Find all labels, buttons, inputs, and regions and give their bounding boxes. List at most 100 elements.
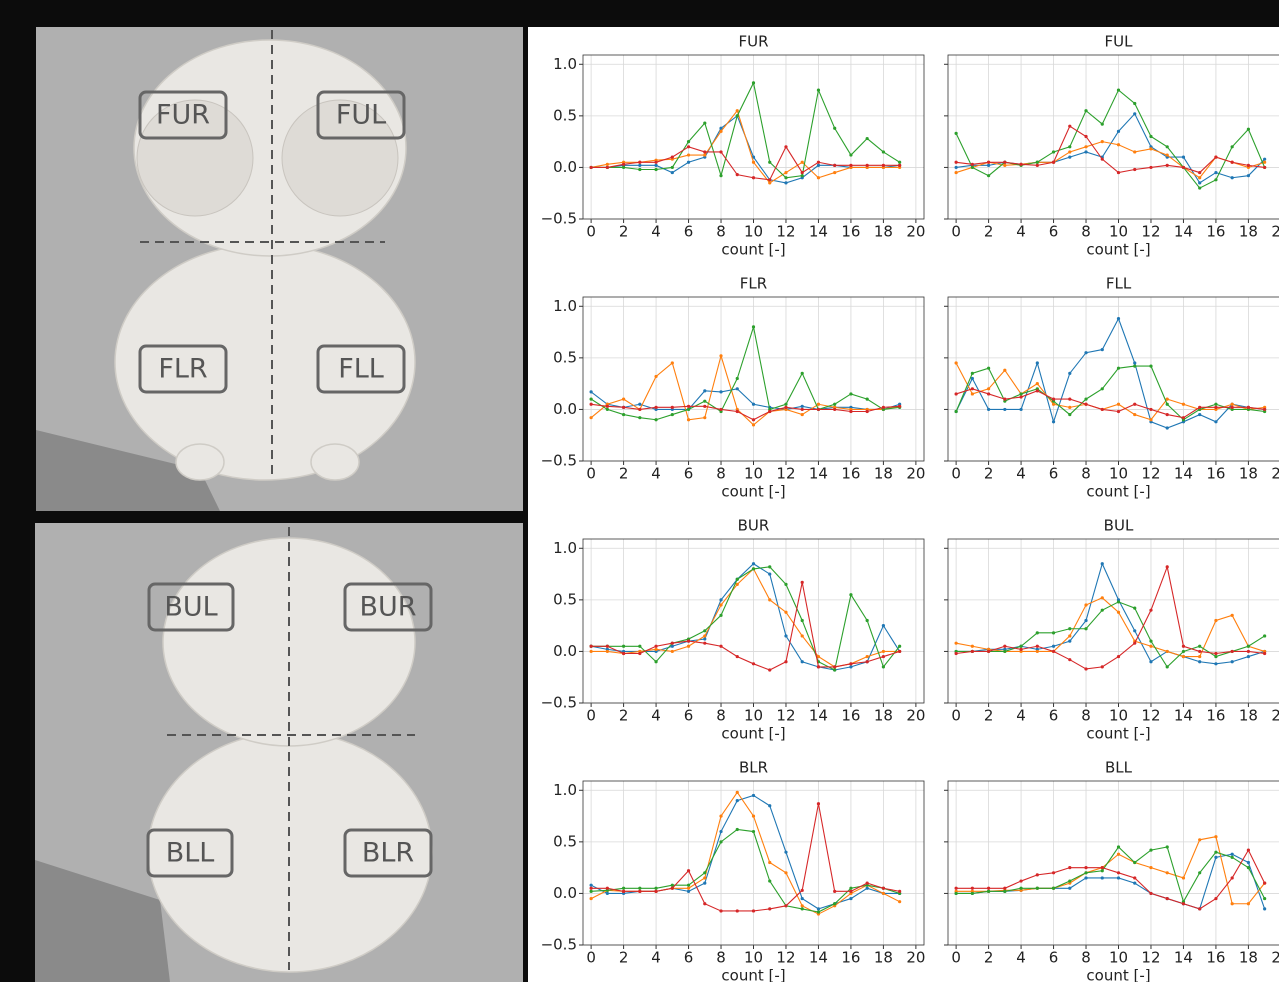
y-tick-label: 0.5 [553, 590, 577, 608]
y-tick-label: 0.5 [553, 106, 577, 124]
x-tick-label: 10 [1109, 707, 1128, 725]
x-tick-label: 20 [1271, 223, 1279, 241]
x-axis-label: count [-] [1086, 483, 1150, 501]
x-tick-label: 18 [1239, 707, 1258, 725]
y-tick-label: −0.5 [541, 452, 577, 470]
x-tick-label: 10 [744, 707, 763, 725]
x-tick-label: 0 [586, 465, 596, 483]
y-tick-label: −0.5 [541, 694, 577, 712]
page: FUR FUL FLR FLL BUL BUR BLL BLR 0 2 4 6 8 10 1… [0, 0, 1279, 982]
x-tick-label: 2 [984, 949, 994, 967]
x-axis-label: count [-] [1086, 967, 1150, 982]
x-tick-label: 10 [744, 949, 763, 967]
figure: FUR FUL FLR FLL BUL BUR BLL BLR 0 2 4 6 8 10 1… [0, 0, 1279, 982]
x-tick-label: 12 [1141, 707, 1160, 725]
x-tick-label: 12 [1141, 465, 1160, 483]
region-label: FUL [336, 100, 386, 131]
x-tick-label: 16 [1206, 465, 1225, 483]
region-label: FLL [338, 354, 384, 385]
x-tick-label: 2 [984, 465, 994, 483]
plot-area [948, 539, 1279, 703]
x-tick-label: 20 [1271, 949, 1279, 967]
x-tick-label: 2 [619, 949, 629, 967]
x-tick-label: 2 [619, 223, 629, 241]
y-tick-label: 1.0 [553, 539, 577, 557]
x-tick-label: 10 [744, 465, 763, 483]
chart-title: FLR [740, 275, 767, 293]
x-tick-label: 2 [619, 465, 629, 483]
x-tick-label: 14 [1174, 465, 1193, 483]
y-tick-label: 0.0 [553, 884, 577, 902]
x-axis-label: count [-] [721, 483, 785, 501]
x-tick-label: 16 [1206, 949, 1225, 967]
x-tick-label: 20 [906, 949, 925, 967]
x-tick-label: 8 [1081, 465, 1091, 483]
x-tick-label: 12 [776, 707, 795, 725]
x-axis-label: count [-] [721, 725, 785, 743]
x-tick-label: 8 [1081, 707, 1091, 725]
x-tick-label: 8 [1081, 223, 1091, 241]
x-tick-label: 16 [841, 223, 860, 241]
x-tick-label: 6 [684, 949, 694, 967]
x-tick-label: 4 [1016, 949, 1026, 967]
x-tick-label: 18 [1239, 949, 1258, 967]
x-tick-label: 18 [874, 949, 893, 967]
y-tick-label: 1.0 [553, 55, 577, 73]
x-tick-label: 0 [951, 465, 961, 483]
x-tick-label: 8 [716, 465, 726, 483]
x-tick-label: 0 [586, 949, 596, 967]
x-tick-label: 6 [1049, 465, 1059, 483]
y-tick-label: 0.0 [553, 400, 577, 418]
x-tick-label: 16 [841, 465, 860, 483]
y-tick-label: 0.5 [553, 832, 577, 850]
x-tick-label: 14 [1174, 223, 1193, 241]
front-view: FUR FUL FLR FLL [36, 27, 523, 511]
owl-foot [176, 444, 224, 480]
y-tick-label: −0.5 [541, 210, 577, 228]
x-tick-label: 2 [984, 223, 994, 241]
x-tick-label: 20 [906, 223, 925, 241]
region-label: BLL [166, 838, 215, 869]
x-tick-label: 12 [1141, 949, 1160, 967]
x-tick-label: 4 [651, 949, 661, 967]
x-tick-label: 10 [1109, 465, 1128, 483]
chart-title: FLL [1106, 275, 1132, 293]
x-tick-label: 20 [1271, 465, 1279, 483]
x-tick-label: 12 [776, 465, 795, 483]
x-tick-label: 4 [651, 223, 661, 241]
chart-title: FUL [1105, 33, 1134, 51]
x-tick-label: 0 [586, 707, 596, 725]
x-tick-label: 20 [1271, 707, 1279, 725]
x-tick-label: 18 [874, 707, 893, 725]
region-label: FLR [158, 354, 207, 385]
x-tick-label: 8 [716, 707, 726, 725]
x-tick-label: 14 [1174, 707, 1193, 725]
x-tick-label: 6 [684, 223, 694, 241]
owl-foot [311, 444, 359, 480]
x-tick-label: 8 [716, 949, 726, 967]
x-tick-label: 0 [586, 223, 596, 241]
x-tick-label: 14 [809, 707, 828, 725]
x-tick-label: 16 [841, 949, 860, 967]
x-tick-label: 2 [619, 707, 629, 725]
x-tick-label: 6 [1049, 223, 1059, 241]
x-axis-label: count [-] [721, 967, 785, 982]
x-tick-label: 14 [809, 465, 828, 483]
region-label: BLR [362, 838, 414, 869]
x-tick-label: 0 [951, 707, 961, 725]
y-tick-label: 1.0 [553, 781, 577, 799]
x-tick-label: 4 [1016, 465, 1026, 483]
x-tick-label: 14 [1174, 949, 1193, 967]
region-label: BUR [359, 592, 416, 623]
x-tick-label: 18 [874, 223, 893, 241]
y-tick-label: 0.5 [553, 348, 577, 366]
x-tick-label: 14 [809, 223, 828, 241]
x-axis-label: count [-] [1086, 725, 1150, 743]
y-tick-label: 0.0 [553, 158, 577, 176]
x-tick-label: 4 [651, 465, 661, 483]
x-tick-label: 4 [1016, 707, 1026, 725]
x-tick-label: 12 [1141, 223, 1160, 241]
x-tick-label: 10 [744, 223, 763, 241]
x-axis-label: count [-] [721, 241, 785, 259]
region-label: BUL [164, 592, 217, 623]
